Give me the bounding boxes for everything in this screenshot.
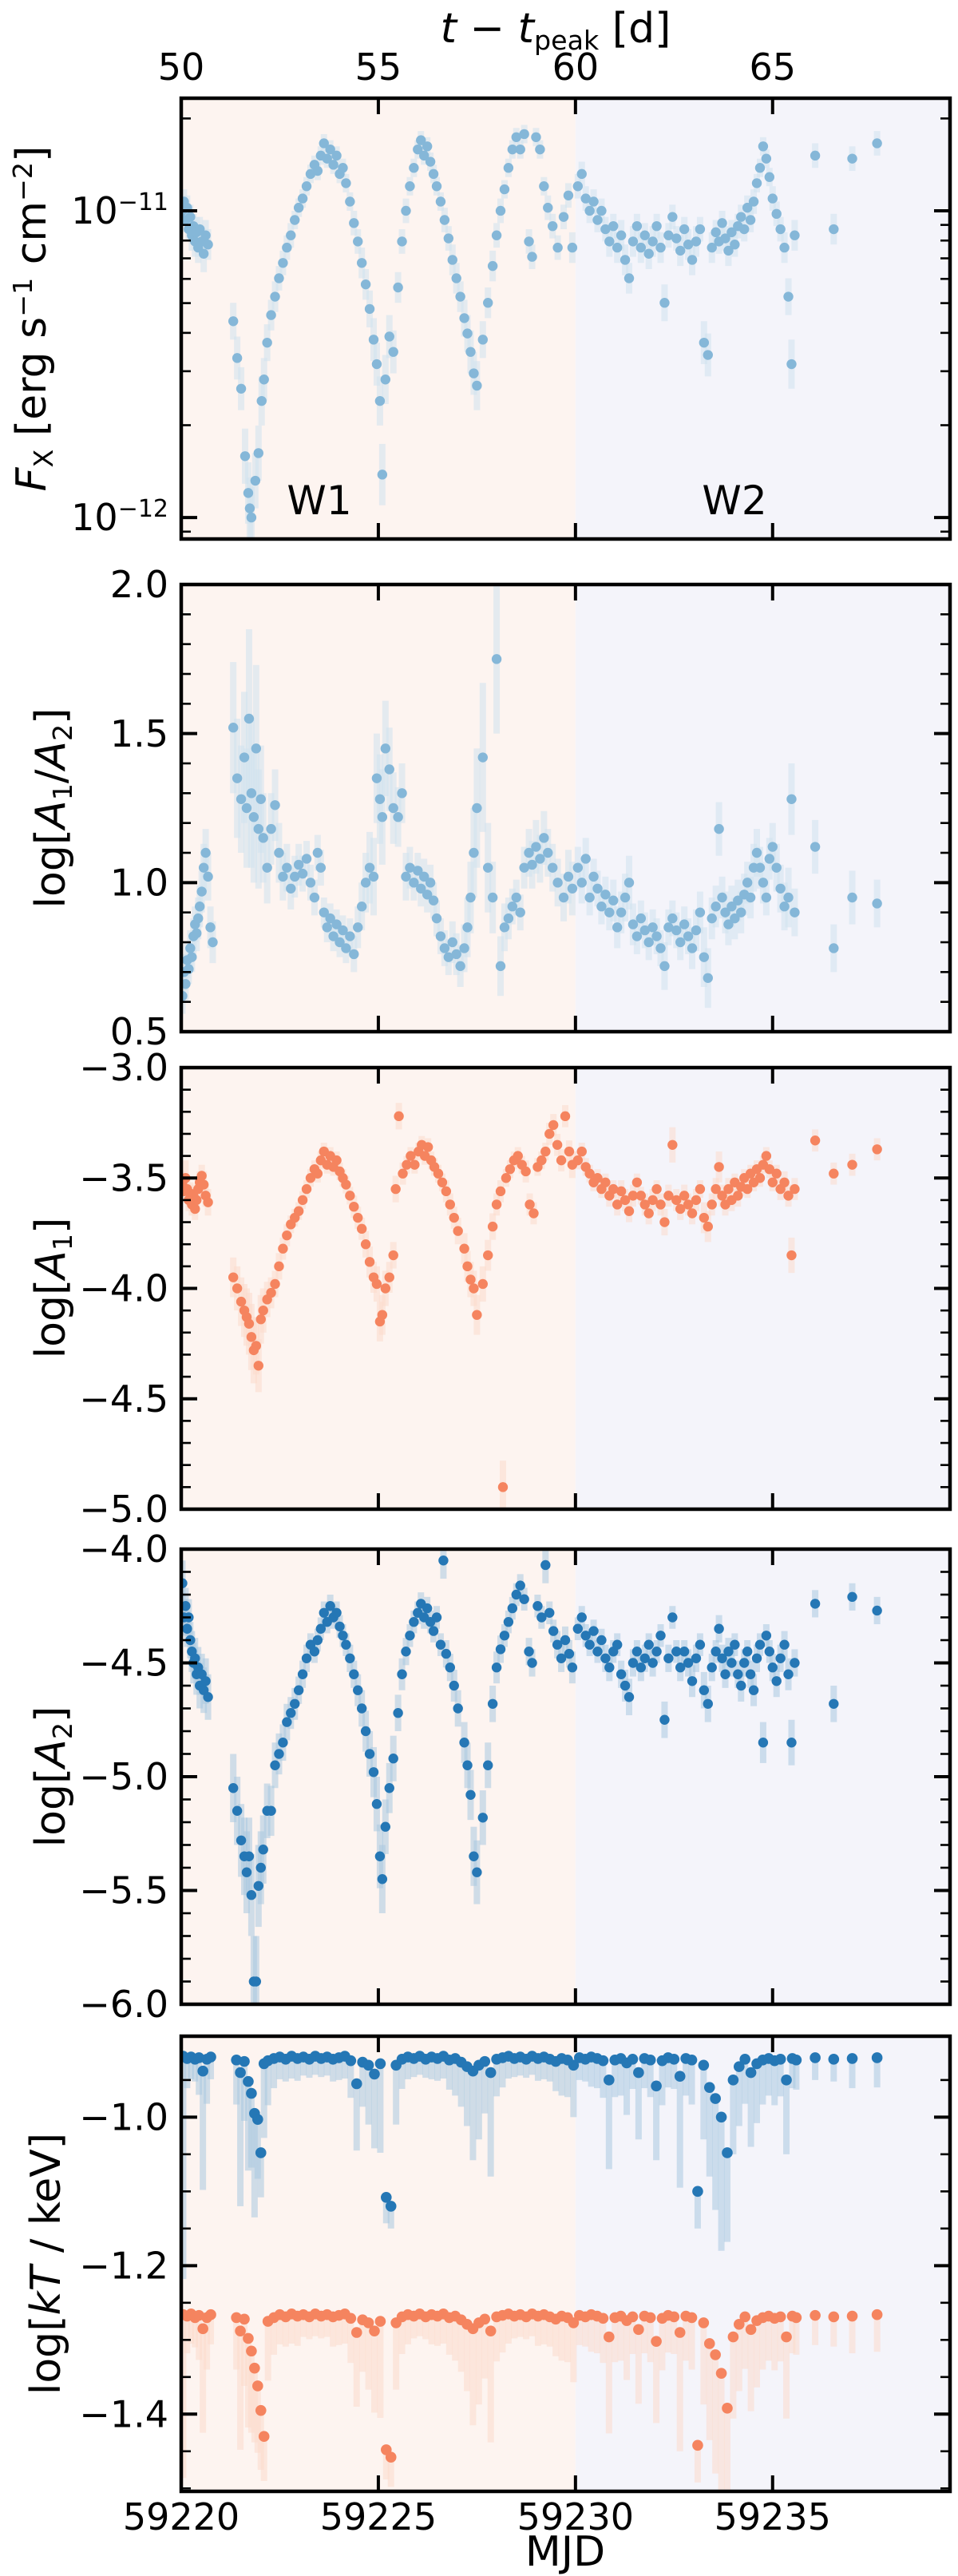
top-x-tick-label: 65: [749, 46, 796, 89]
panel-flux: 10−11 10−12: [71, 96, 952, 541]
y-tick-label: −3.0: [79, 1046, 168, 1089]
panel4-ylabel: log[A2]: [27, 1706, 79, 1848]
y-tick-label: 10−11: [71, 188, 168, 232]
bottom-x-tick-label: 59230: [517, 2495, 634, 2538]
y-tick-label: −6.0: [79, 1983, 168, 2026]
y-tick-label: −3.5: [79, 1156, 168, 1199]
y-tick-label: −1.0: [79, 2095, 168, 2138]
panel5-ylabel: log[kT / keV]: [22, 2132, 70, 2396]
series-a1a2: [181, 585, 882, 1014]
y-tick-label: 2.0: [110, 563, 168, 606]
panel-a1: −3.0 −3.5 −4.0 −4.5 −5.0: [79, 1046, 952, 1531]
panel-a2: −4.0 −4.5 −5.0 −5.5 −6.0: [79, 1528, 952, 2026]
panel-ratio: 2.0 1.5 1.0 0.5: [110, 563, 952, 1053]
y-tick-label: 1.5: [110, 712, 168, 755]
x-axis-title: MJD: [525, 2528, 606, 2576]
panel-kt: −1.0 −1.2 −1.4: [79, 2034, 952, 2494]
y-tick-label: −5.5: [79, 1869, 168, 1912]
window-1-label: W1: [287, 478, 352, 524]
y-tick-label: −1.4: [79, 2392, 168, 2435]
panel2-ylabel: log[A1/A2]: [27, 707, 79, 909]
y-tick-label: 0.5: [110, 1010, 168, 1053]
panel1-ylabel: FX [erg s−1 cm−2]: [7, 145, 60, 492]
series-kt-hot: [181, 2051, 883, 2280]
series-kt-cool: [181, 2308, 883, 2491]
bottom-x-tick-label: 59220: [123, 2495, 240, 2538]
y-tick-label: −4.0: [79, 1528, 168, 1571]
series-fx: [181, 125, 882, 539]
y-tick-label: −4.5: [79, 1642, 168, 1685]
top-x-tick-label: 60: [552, 46, 600, 89]
y-tick-label: −5.0: [79, 1488, 168, 1531]
y-tick-label: −4.0: [79, 1267, 168, 1310]
bottom-x-tick-label: 59235: [715, 2495, 831, 2538]
series-loga1: [181, 1103, 882, 1509]
y-tick-label: 10−12: [71, 495, 168, 539]
y-tick-label: −1.2: [79, 2244, 168, 2287]
y-tick-label: −4.5: [79, 1377, 168, 1421]
top-x-tick-label: 50: [158, 46, 205, 89]
bottom-x-tick-label: 59225: [320, 2495, 437, 2538]
panel3-ylabel: log[A1]: [27, 1217, 79, 1359]
window-2-label: W2: [702, 478, 767, 524]
top-axis-title: t − tpeak [d]: [440, 5, 671, 57]
top-x-tick-label: 55: [355, 46, 402, 89]
y-tick-label: 1.0: [110, 861, 168, 904]
y-tick-label: −5.0: [79, 1755, 168, 1798]
